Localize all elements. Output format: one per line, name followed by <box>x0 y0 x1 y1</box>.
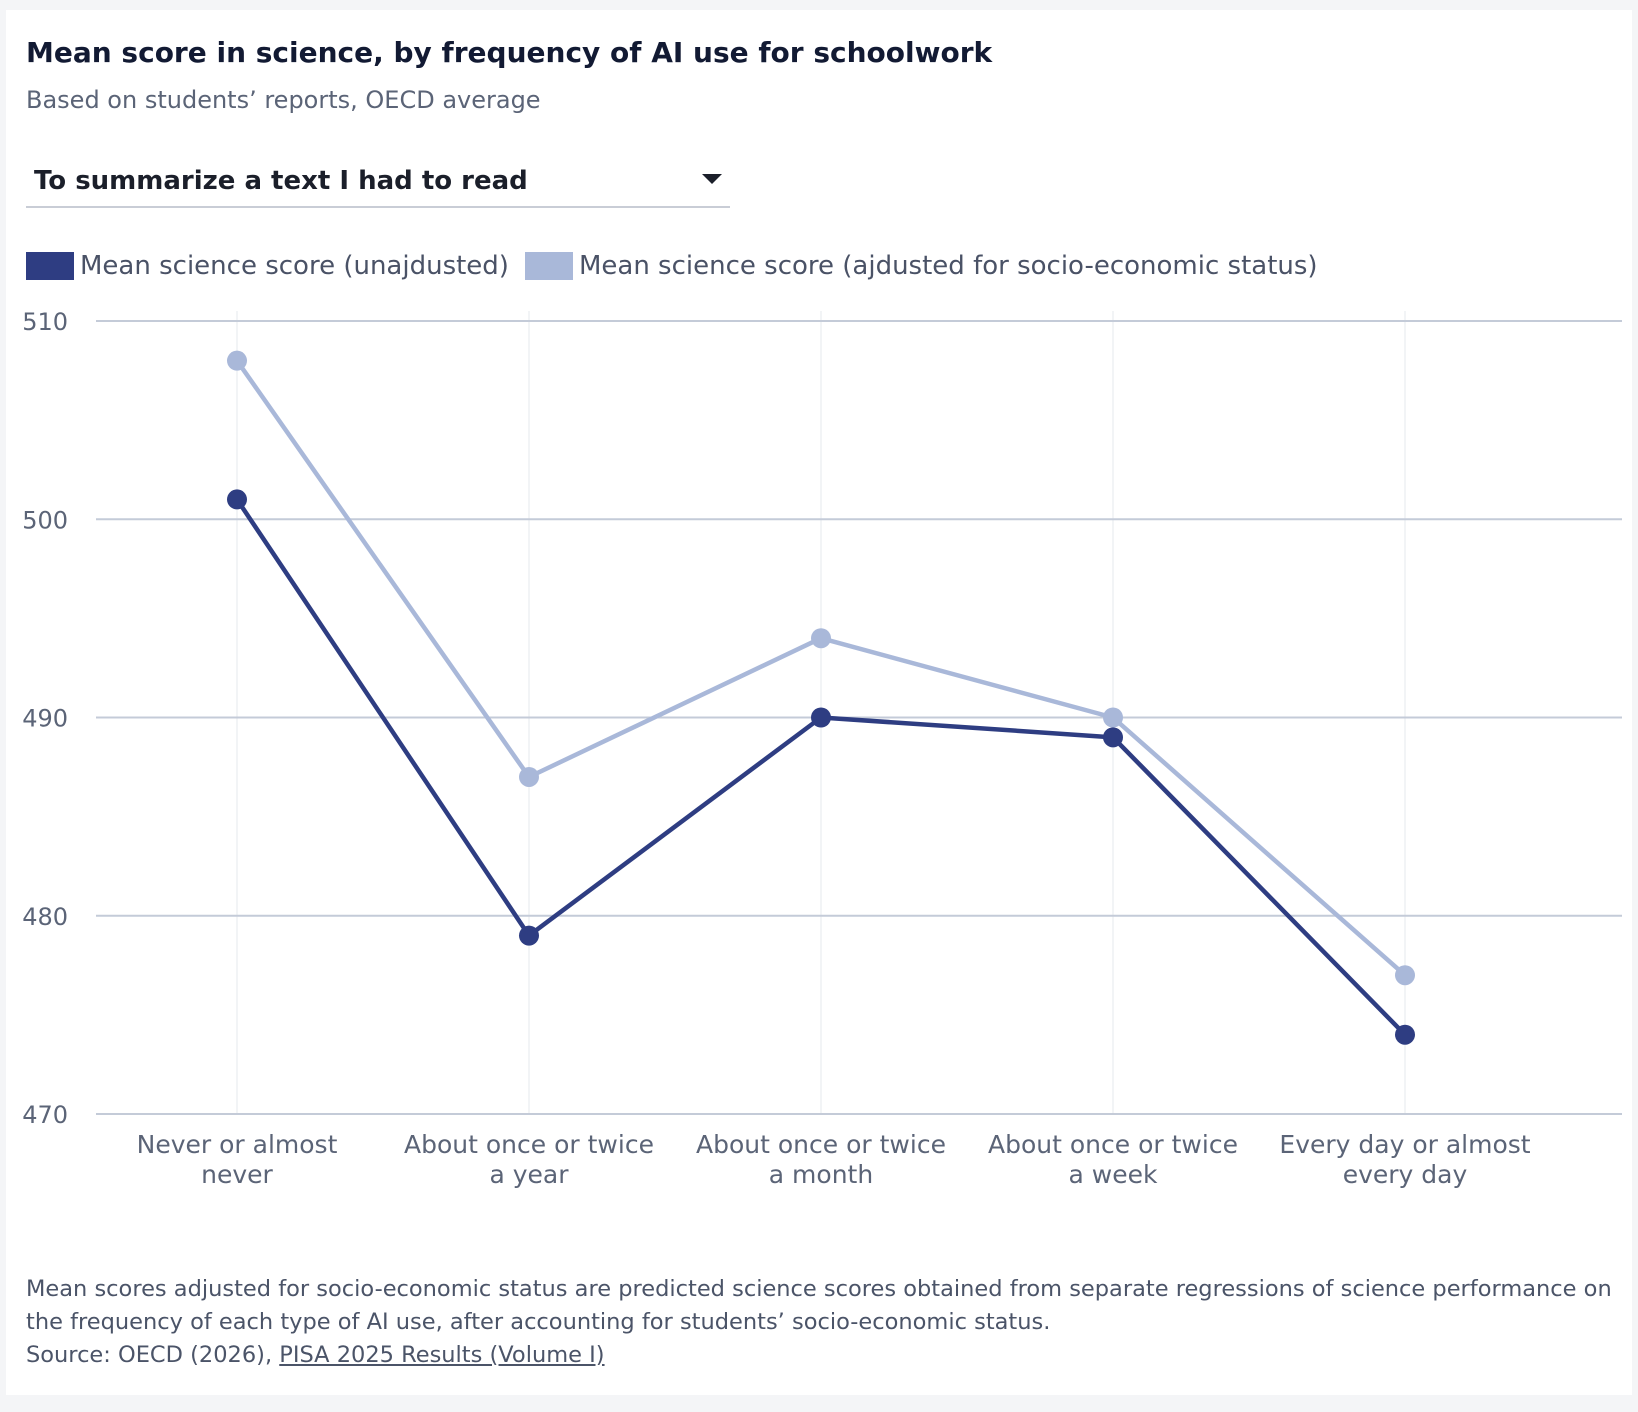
series-1-point-2 <box>811 628 831 649</box>
legend-item-adjusted[interactable]: Mean science score (ajdusted for socio-e… <box>524 251 1318 281</box>
chart-legend: Mean science score (unajdusted) Mean sci… <box>26 246 1334 286</box>
x-tick-label-line: Never or almost <box>137 1130 338 1159</box>
x-tick-label-line: About once or twice <box>404 1130 654 1159</box>
series-0-point-0 <box>227 489 247 510</box>
x-tick-label-line: a year <box>489 1160 569 1189</box>
x-tick-label-line: About once or twice <box>696 1130 946 1159</box>
footnote-text: Mean scores adjusted for socio-economic … <box>26 1276 1612 1335</box>
series-0-point-2 <box>811 707 831 728</box>
x-tick-label-1: About once or twice a year <box>404 1130 654 1189</box>
x-tick-label-0: Never or almost never <box>137 1130 338 1189</box>
y-tick-label-470: 470 <box>22 1101 68 1129</box>
line-chart: 470 480 490 500 510 Never or almost never About… <box>22 308 1622 1189</box>
y-tick-label-500: 500 <box>22 506 68 534</box>
legend-swatch-unadjusted <box>26 252 74 280</box>
x-tick-label-line: a month <box>769 1160 873 1189</box>
legend-item-unadjusted[interactable]: Mean science score (unajdusted) <box>26 251 509 281</box>
chart-title: Mean score in science, by frequency of A… <box>26 36 993 69</box>
series-1-point-1 <box>519 766 539 787</box>
dropdown-selected-value: To summarize a text I had to read <box>34 166 528 196</box>
footnote: Mean scores adjusted for socio-economic … <box>26 1273 1616 1372</box>
series-1-point-3 <box>1103 707 1123 728</box>
legend-label-adjusted: Mean science score (ajdusted for socio-e… <box>578 251 1318 281</box>
legend-label-unadjusted: Mean science score (unajdusted) <box>80 251 509 281</box>
caret-down-icon[interactable] <box>702 174 722 184</box>
chart-card: Mean score in science, by frequency of A… <box>6 10 1632 1395</box>
series-0-point-3 <box>1103 727 1123 748</box>
series-1-point-0 <box>227 350 247 371</box>
indicator-dropdown[interactable]: To summarize a text I had to read <box>26 146 730 208</box>
series-0-point-1 <box>519 925 539 946</box>
y-tick-label-510: 510 <box>22 308 68 336</box>
source-link[interactable]: PISA 2025 Results (Volume I) <box>279 1342 605 1368</box>
series-1-point-4 <box>1395 965 1415 986</box>
y-tick-label-480: 480 <box>22 903 68 931</box>
source-prefix: Source: OECD (2026), <box>26 1342 280 1368</box>
x-tick-label-line: never <box>201 1160 273 1189</box>
x-tick-label-line: About once or twice <box>988 1130 1238 1159</box>
series-0-point-4 <box>1395 1024 1415 1045</box>
y-tick-label-490: 490 <box>22 705 68 733</box>
legend-swatch-adjusted <box>524 252 573 280</box>
x-tick-label-3: About once or twice a week <box>988 1130 1238 1189</box>
chart-subtitle: Based on students’ reports, OECD average <box>26 86 541 114</box>
x-tick-label-line: a week <box>1069 1160 1158 1189</box>
x-tick-label-line: every day <box>1343 1160 1468 1189</box>
x-tick-label-4: Every day or almost every day <box>1279 1130 1530 1189</box>
x-tick-label-2: About once or twice a month <box>696 1130 946 1189</box>
x-tick-label-line: Every day or almost <box>1279 1130 1530 1159</box>
